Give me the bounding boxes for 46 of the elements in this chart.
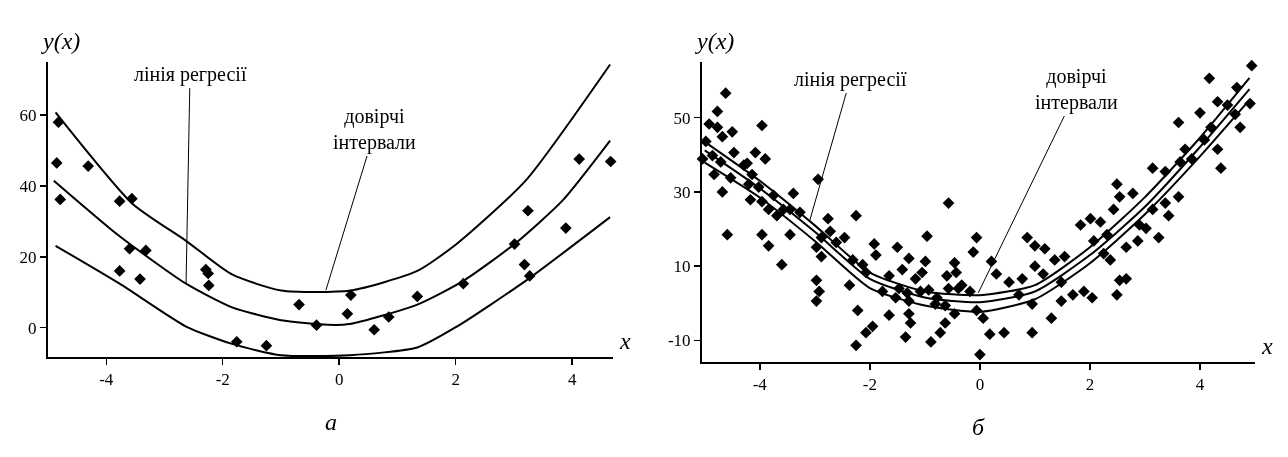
annotation: довірчі інтервали — [333, 105, 417, 154]
y-tick-label: 0 — [28, 318, 37, 338]
y-tick-label: 30 — [673, 182, 691, 202]
x-tick-label: -4 — [752, 375, 768, 395]
annotation: лінія регресії — [134, 63, 247, 86]
point — [411, 290, 424, 303]
x-axis-title: x — [619, 328, 631, 354]
text: а — [325, 409, 337, 435]
x-tick-label: 2 — [451, 370, 460, 390]
point — [50, 157, 63, 169]
point — [559, 222, 572, 234]
text: б — [972, 414, 985, 440]
x-tick-label: -4 — [99, 370, 114, 390]
x-tick-label: 0 — [975, 375, 985, 395]
point — [293, 298, 305, 311]
annotation: довірчі інтервали — [1035, 65, 1119, 114]
point — [113, 265, 126, 277]
x-tick-label: 4 — [567, 370, 577, 390]
x-tick-label: 0 — [334, 370, 344, 390]
y-tick-label: 60 — [19, 106, 37, 126]
point — [113, 195, 126, 208]
y-axis-title: y(x) — [41, 28, 81, 54]
point — [140, 244, 152, 257]
y-axis-title: y(x) — [695, 28, 735, 54]
point — [345, 289, 357, 301]
y-tick-label: 20 — [19, 247, 37, 267]
point — [82, 160, 95, 172]
point — [341, 307, 354, 320]
point — [260, 339, 273, 352]
x-tick-label: 2 — [1085, 375, 1095, 395]
point — [368, 323, 381, 336]
point — [518, 258, 531, 271]
y-tick-label: 10 — [673, 257, 691, 277]
annotation: лінія регресії — [794, 68, 907, 91]
point — [202, 279, 215, 292]
x-tick-label: -2 — [215, 370, 230, 390]
x-tick-label: 4 — [1195, 375, 1205, 395]
point — [573, 153, 586, 165]
y-tick-label: 40 — [19, 176, 37, 196]
x-axis-title: x — [1261, 333, 1273, 359]
point — [604, 155, 617, 168]
y-tick-label: -10 — [667, 331, 691, 351]
point — [54, 193, 67, 206]
x-tick-label: -2 — [862, 375, 877, 395]
y-tick-label: 50 — [673, 108, 691, 128]
point — [522, 204, 534, 217]
